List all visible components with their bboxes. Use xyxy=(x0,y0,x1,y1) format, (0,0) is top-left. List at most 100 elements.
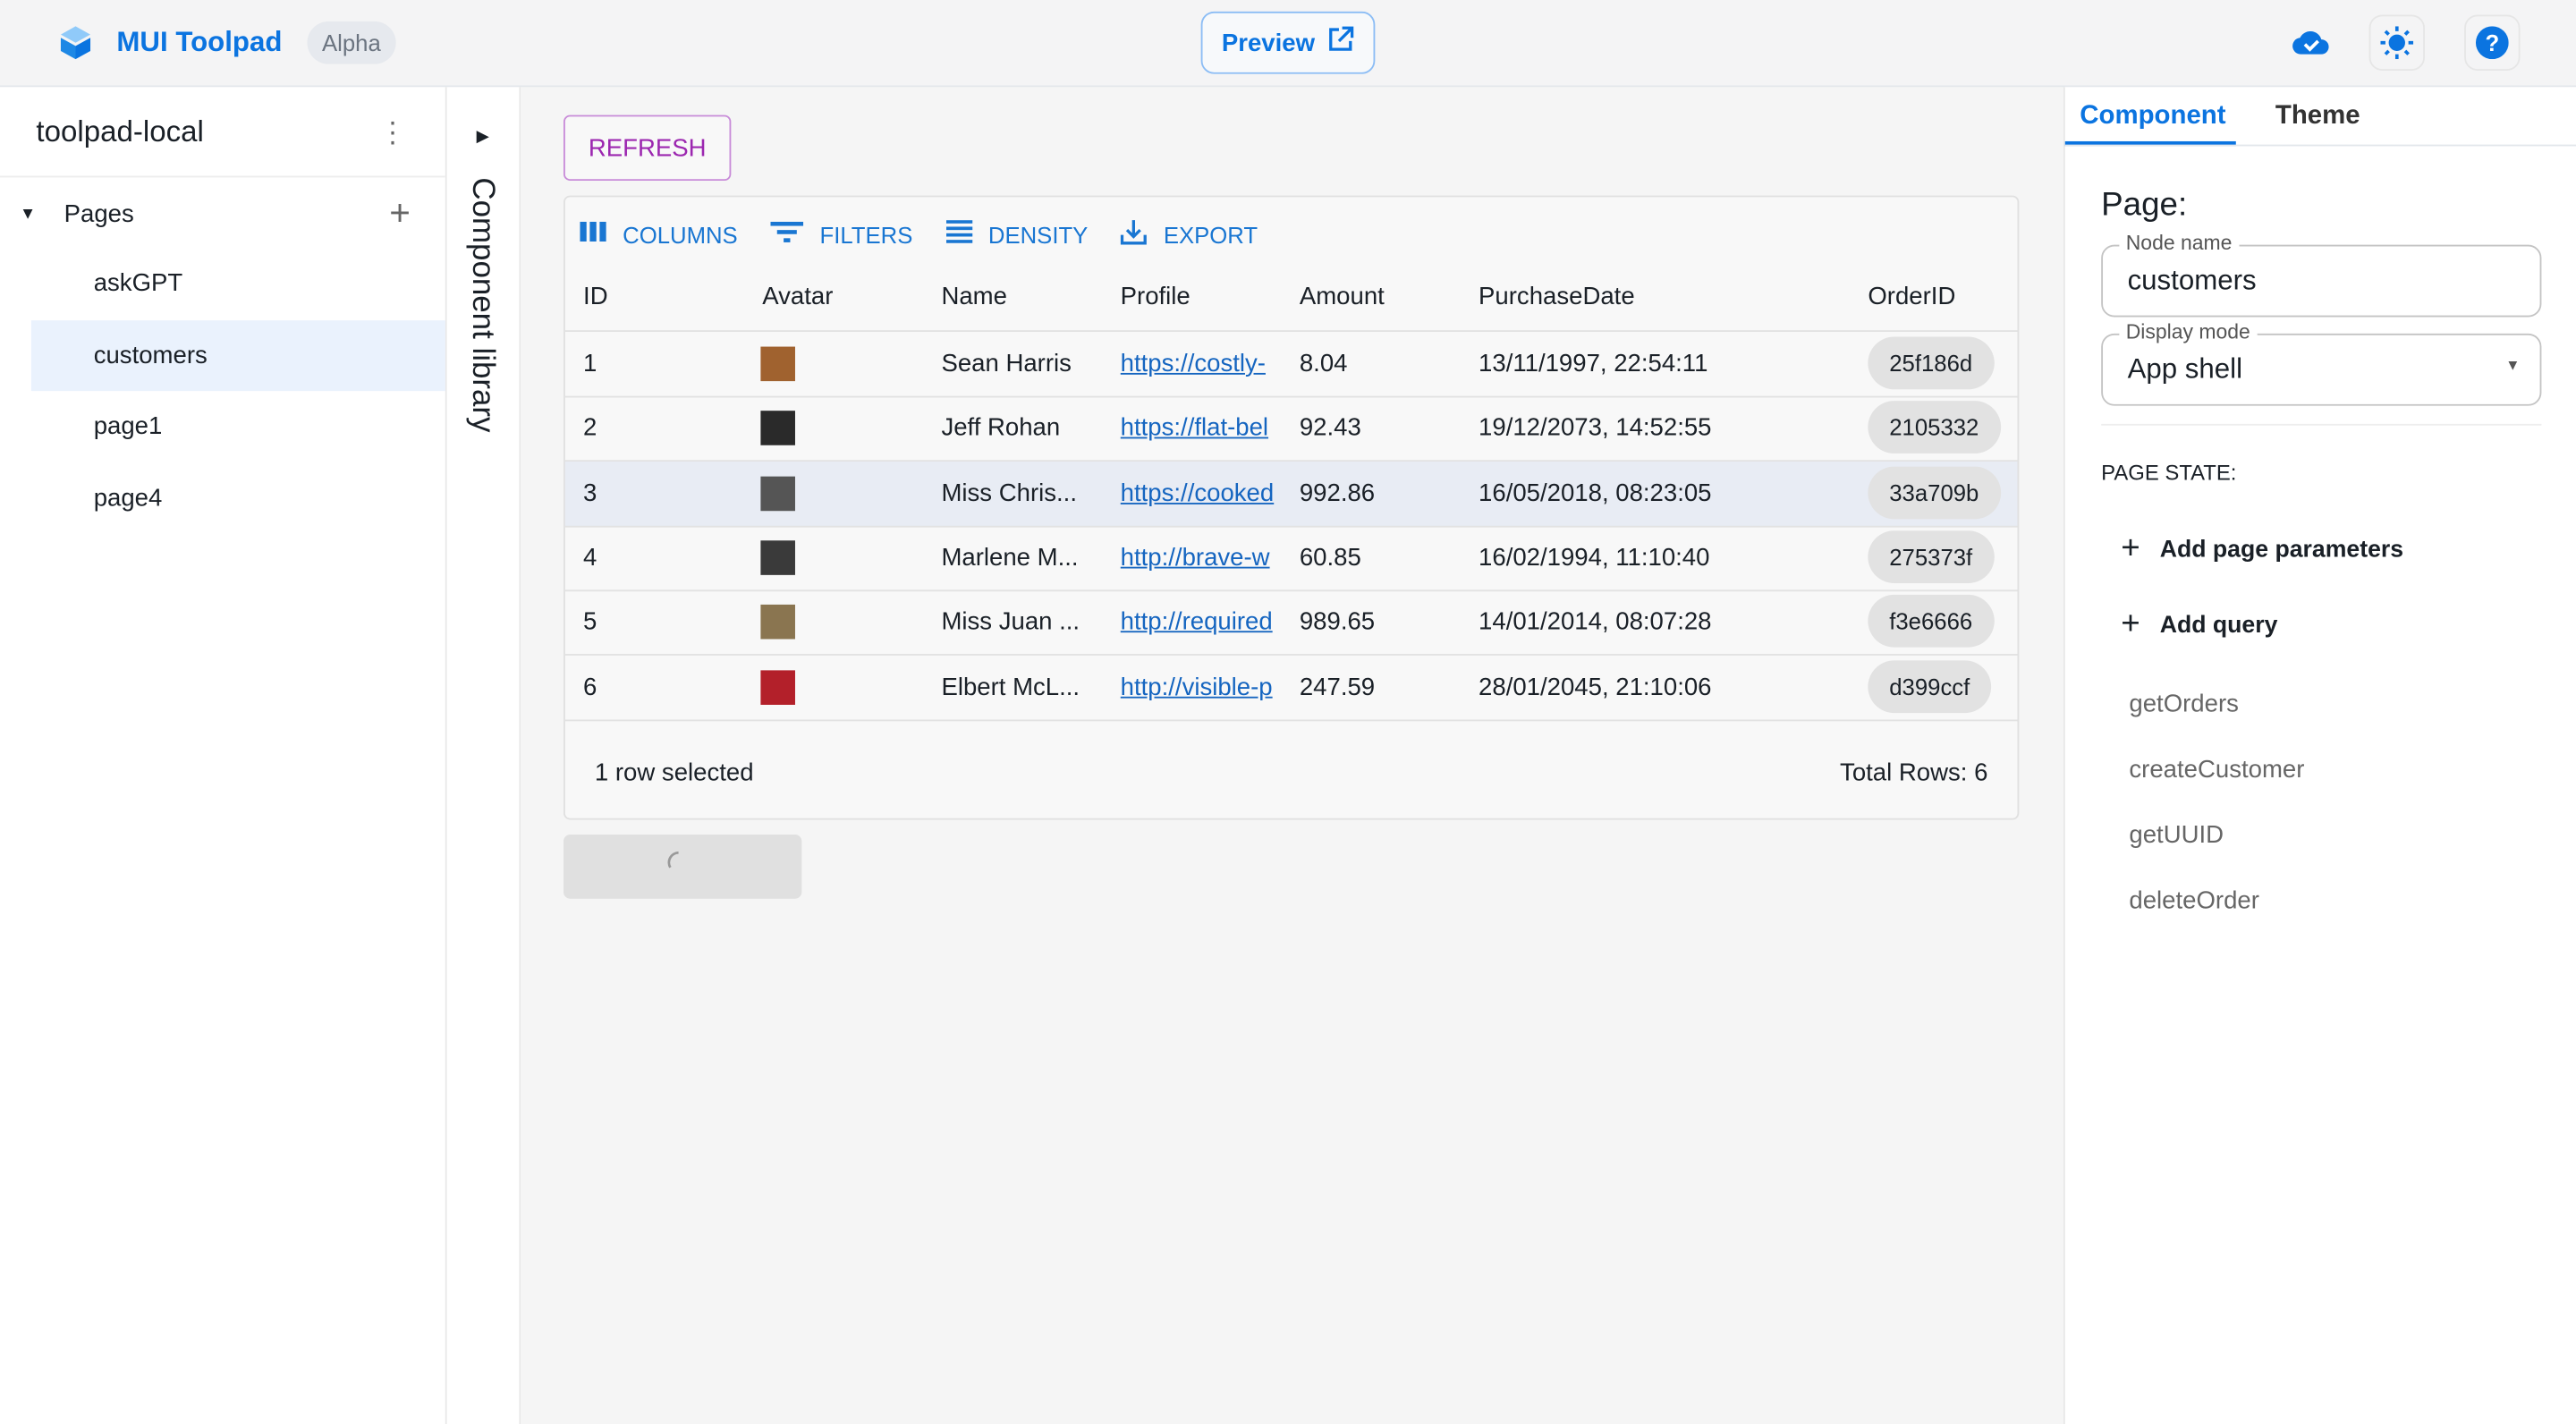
query-item[interactable]: deleteOrder xyxy=(2129,886,2259,916)
filters-label: FILTERS xyxy=(819,221,913,248)
table-row[interactable]: 5 Miss Juan ... http://required 989.65 1… xyxy=(564,590,2018,657)
cell-purchase-date: 28/01/2045, 21:10:06 xyxy=(1479,673,1712,701)
cell-purchase-date: 14/01/2014, 08:07:28 xyxy=(1479,607,1712,637)
cell-id: 5 xyxy=(583,607,597,637)
cell-purchase-date: 19/12/2073, 14:52:55 xyxy=(1479,414,1712,443)
help-icon[interactable]: ? xyxy=(2464,14,2521,71)
column-header-order-id[interactable]: OrderID xyxy=(1868,282,1956,311)
display-mode-value: App shell xyxy=(2127,352,2243,385)
top-bar: MUI Toolpad Alpha Preview ? xyxy=(0,0,2576,88)
node-name-input[interactable]: Node name customers xyxy=(2101,231,2542,318)
cloud-saved-icon[interactable] xyxy=(2285,15,2338,68)
columns-icon xyxy=(580,220,606,248)
tab-component[interactable]: Component xyxy=(2080,101,2226,131)
avatar xyxy=(760,346,795,382)
page-item-customers[interactable]: customers xyxy=(30,320,445,392)
caret-right-icon[interactable]: ▶ xyxy=(476,128,489,147)
component-library-panel[interactable]: ▶ Component library xyxy=(446,87,521,1424)
column-header-avatar[interactable]: Avatar xyxy=(762,282,834,311)
table-row[interactable]: 1 Sean Harris https://costly- 8.04 13/11… xyxy=(564,332,2018,398)
export-button[interactable]: EXPORT xyxy=(1121,218,1258,250)
grid-footer: 1 row selected Total Rows: 6 xyxy=(565,728,2018,818)
add-page-parameters-button[interactable]: + Add page parameters xyxy=(2121,530,2403,568)
spinner-icon xyxy=(667,851,679,869)
density-button[interactable]: DENSITY xyxy=(945,218,1088,250)
cell-amount: 992.86 xyxy=(1299,479,1376,507)
more-options-icon[interactable]: · · · xyxy=(387,105,398,158)
grid-toolbar: COLUMNS FILTERS DENSITY EXPORT xyxy=(580,218,1258,250)
page-item-page1[interactable]: page1 xyxy=(93,412,163,441)
table-row[interactable]: 4 Marlene M... http://brave-w 60.85 16/0… xyxy=(564,526,2018,592)
theme-toggle-sun-icon[interactable] xyxy=(2368,14,2426,71)
inspector-title: Page: xyxy=(2101,187,2188,224)
cell-profile-link[interactable]: http://required xyxy=(1120,607,1273,637)
cell-name: Elbert McL... xyxy=(941,673,1080,701)
query-item[interactable]: getOrders xyxy=(2129,690,2239,718)
avatar xyxy=(760,540,795,575)
cell-profile-link[interactable]: http://visible-p xyxy=(1120,673,1273,701)
refresh-button[interactable]: REFRESH xyxy=(563,114,732,182)
cell-profile-link[interactable]: https://costly- xyxy=(1120,350,1266,378)
open-external-icon xyxy=(1328,26,1354,59)
avatar xyxy=(760,475,795,511)
loading-button[interactable] xyxy=(563,835,802,899)
column-header-name[interactable]: Name xyxy=(941,282,1007,311)
filters-button[interactable]: FILTERS xyxy=(770,218,912,250)
download-icon xyxy=(1121,218,1148,250)
column-header-purchase-date[interactable]: PurchaseDate xyxy=(1479,282,1635,311)
caret-down-icon[interactable]: ▼ xyxy=(20,205,37,224)
avatar xyxy=(760,605,795,640)
alpha-badge: Alpha xyxy=(307,21,396,64)
plus-icon: + xyxy=(2121,606,2140,643)
dropdown-arrow-icon: ▼ xyxy=(2505,356,2521,373)
total-rows: Total Rows: 6 xyxy=(1840,759,1988,787)
cell-name: Miss Juan ... xyxy=(941,607,1080,637)
avatar xyxy=(760,411,795,446)
cell-name: Jeff Rohan xyxy=(941,414,1061,443)
query-item[interactable]: getUUID xyxy=(2129,821,2224,850)
preview-button[interactable]: Preview xyxy=(1200,11,1376,74)
column-header-profile[interactable]: Profile xyxy=(1120,282,1191,311)
brand-name[interactable]: MUI Toolpad xyxy=(116,26,283,58)
table-row[interactable]: 2 Jeff Rohan https://flat-bel 92.43 19/1… xyxy=(564,396,2018,462)
add-page-icon[interactable]: + xyxy=(389,191,411,233)
component-library-label[interactable]: Component library xyxy=(464,177,500,433)
page-item-page4[interactable]: page4 xyxy=(93,484,163,513)
project-name: toolpad-local xyxy=(36,114,204,148)
cell-amount: 989.65 xyxy=(1299,607,1376,637)
add-page-parameters-label: Add page parameters xyxy=(2159,536,2404,564)
table-row[interactable]: 3 Miss Chris... https://cooked 992.86 16… xyxy=(564,461,2018,527)
cell-profile-link[interactable]: https://flat-bel xyxy=(1120,414,1269,443)
column-header-id[interactable]: ID xyxy=(583,282,608,311)
cell-profile-link[interactable]: https://cooked xyxy=(1120,479,1275,507)
cell-id: 4 xyxy=(583,543,597,572)
page-item-askgpt[interactable]: askGPT xyxy=(93,269,183,298)
selected-count: 1 row selected xyxy=(594,759,754,787)
divider xyxy=(0,175,445,178)
table-row[interactable]: 6 Elbert McL... http://visible-p 247.59 … xyxy=(564,655,2018,721)
columns-label: COLUMNS xyxy=(623,221,738,248)
display-mode-select[interactable]: Display mode App shell ▼ xyxy=(2101,320,2542,406)
query-item[interactable]: createCustomer xyxy=(2129,755,2305,784)
tab-theme[interactable]: Theme xyxy=(2275,101,2360,131)
inspector-panel: Component Theme Page: Node name customers… xyxy=(2063,87,2576,1424)
pages-label: Pages xyxy=(64,200,134,229)
cell-profile-link[interactable]: http://brave-w xyxy=(1120,543,1270,572)
node-name-value: customers xyxy=(2127,264,2257,296)
pages-sidebar: toolpad-local · · · ▼ Pages + askGPT custo… xyxy=(0,87,447,1424)
order-id-chip: 33a709b xyxy=(1868,465,2001,519)
add-query-button[interactable]: + Add query xyxy=(2121,606,2277,644)
node-name-label: Node name xyxy=(2119,231,2239,255)
columns-button[interactable]: COLUMNS xyxy=(580,218,738,250)
display-mode-label: Display mode xyxy=(2119,320,2258,343)
order-id-chip: 25f186d xyxy=(1868,336,1995,390)
page-state-heading: PAGE STATE: xyxy=(2101,460,2237,485)
density-icon xyxy=(945,220,972,248)
add-query-label: Add query xyxy=(2159,612,2278,639)
pages-section-header[interactable]: ▼ Pages + xyxy=(0,192,445,248)
column-header-amount[interactable]: Amount xyxy=(1299,282,1385,311)
grid-header-row: ID Avatar Name Profile Amount PurchaseDate Ord… xyxy=(564,265,2018,333)
filter-icon xyxy=(770,220,804,248)
data-grid: COLUMNS FILTERS DENSITY EXPORT ID Avatar N… xyxy=(563,195,2020,820)
